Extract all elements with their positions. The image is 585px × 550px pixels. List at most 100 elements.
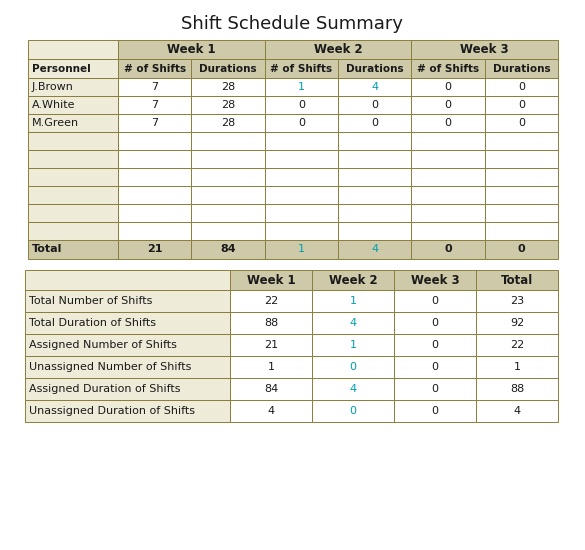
Bar xyxy=(338,96,411,114)
Text: 1: 1 xyxy=(514,362,521,372)
Text: 1: 1 xyxy=(267,362,274,372)
Bar xyxy=(230,334,312,356)
Bar xyxy=(264,186,338,204)
Text: Total Number of Shifts: Total Number of Shifts xyxy=(29,296,152,306)
Bar xyxy=(312,334,394,356)
Bar xyxy=(411,40,558,59)
Text: Shift Schedule Summary: Shift Schedule Summary xyxy=(181,15,403,33)
Text: Week 3: Week 3 xyxy=(411,273,459,287)
Bar xyxy=(394,356,476,378)
Bar xyxy=(28,96,118,114)
Text: 0: 0 xyxy=(518,245,525,255)
Bar xyxy=(230,356,312,378)
Text: 4: 4 xyxy=(267,406,274,416)
Text: M.Green: M.Green xyxy=(32,118,79,128)
Text: 0: 0 xyxy=(298,118,305,128)
Text: Unassigned Number of Shifts: Unassigned Number of Shifts xyxy=(29,362,191,372)
Bar xyxy=(312,270,394,290)
Bar xyxy=(411,240,484,259)
Bar xyxy=(118,222,191,240)
Text: 0: 0 xyxy=(371,118,378,128)
Text: 0: 0 xyxy=(444,245,452,255)
Text: J.Brown: J.Brown xyxy=(32,82,74,92)
Text: 28: 28 xyxy=(221,82,235,92)
Bar xyxy=(338,222,411,240)
Text: 84: 84 xyxy=(264,384,278,394)
Text: 28: 28 xyxy=(221,118,235,128)
Bar xyxy=(476,356,558,378)
Bar xyxy=(264,204,338,222)
Bar xyxy=(338,78,411,96)
Bar xyxy=(476,400,558,422)
Bar xyxy=(230,312,312,334)
Text: 1: 1 xyxy=(298,82,305,92)
Bar xyxy=(191,78,264,96)
Bar xyxy=(312,400,394,422)
Bar xyxy=(264,96,338,114)
Bar xyxy=(191,240,264,259)
Bar xyxy=(191,132,264,150)
Bar xyxy=(25,270,230,290)
Bar xyxy=(264,240,338,259)
Bar xyxy=(264,40,411,59)
Text: 4: 4 xyxy=(349,384,357,394)
Text: 7: 7 xyxy=(151,100,158,110)
Bar xyxy=(118,204,191,222)
Text: 4: 4 xyxy=(349,318,357,328)
Text: 84: 84 xyxy=(220,245,236,255)
Bar xyxy=(25,356,230,378)
Bar xyxy=(411,168,484,186)
Bar xyxy=(191,96,264,114)
Bar xyxy=(394,334,476,356)
Text: Total: Total xyxy=(501,273,533,287)
Bar xyxy=(484,186,558,204)
Text: 1: 1 xyxy=(349,296,356,306)
Text: 4: 4 xyxy=(514,406,521,416)
Text: 0: 0 xyxy=(445,82,452,92)
Text: 7: 7 xyxy=(151,82,158,92)
Text: 0: 0 xyxy=(432,340,439,350)
Text: 0: 0 xyxy=(518,118,525,128)
Text: Total: Total xyxy=(32,245,63,255)
Bar xyxy=(394,270,476,290)
Bar xyxy=(118,59,191,78)
Bar xyxy=(312,378,394,400)
Text: 88: 88 xyxy=(510,384,524,394)
Text: 0: 0 xyxy=(518,100,525,110)
Bar xyxy=(411,186,484,204)
Text: Week 1: Week 1 xyxy=(167,43,216,56)
Text: Durations: Durations xyxy=(199,63,257,74)
Text: 0: 0 xyxy=(371,100,378,110)
Bar xyxy=(118,78,191,96)
Bar xyxy=(28,59,118,78)
Text: 21: 21 xyxy=(147,245,163,255)
Bar xyxy=(118,96,191,114)
Bar xyxy=(394,312,476,334)
Text: Week 2: Week 2 xyxy=(314,43,362,56)
Bar xyxy=(25,334,230,356)
Bar xyxy=(25,290,230,312)
Bar xyxy=(118,168,191,186)
Bar xyxy=(264,114,338,132)
Text: 0: 0 xyxy=(432,296,439,306)
Bar xyxy=(476,334,558,356)
Text: 0: 0 xyxy=(432,406,439,416)
Bar xyxy=(25,312,230,334)
Bar xyxy=(411,59,484,78)
Bar xyxy=(338,186,411,204)
Text: 0: 0 xyxy=(518,82,525,92)
Bar xyxy=(312,312,394,334)
Bar xyxy=(411,222,484,240)
Bar xyxy=(230,400,312,422)
Bar xyxy=(191,114,264,132)
Bar xyxy=(476,290,558,312)
Bar xyxy=(411,150,484,168)
Text: Week 3: Week 3 xyxy=(460,43,509,56)
Bar xyxy=(230,378,312,400)
Text: 0: 0 xyxy=(298,100,305,110)
Bar xyxy=(28,204,118,222)
Bar xyxy=(28,168,118,186)
Bar xyxy=(338,168,411,186)
Bar xyxy=(394,400,476,422)
Bar xyxy=(118,40,264,59)
